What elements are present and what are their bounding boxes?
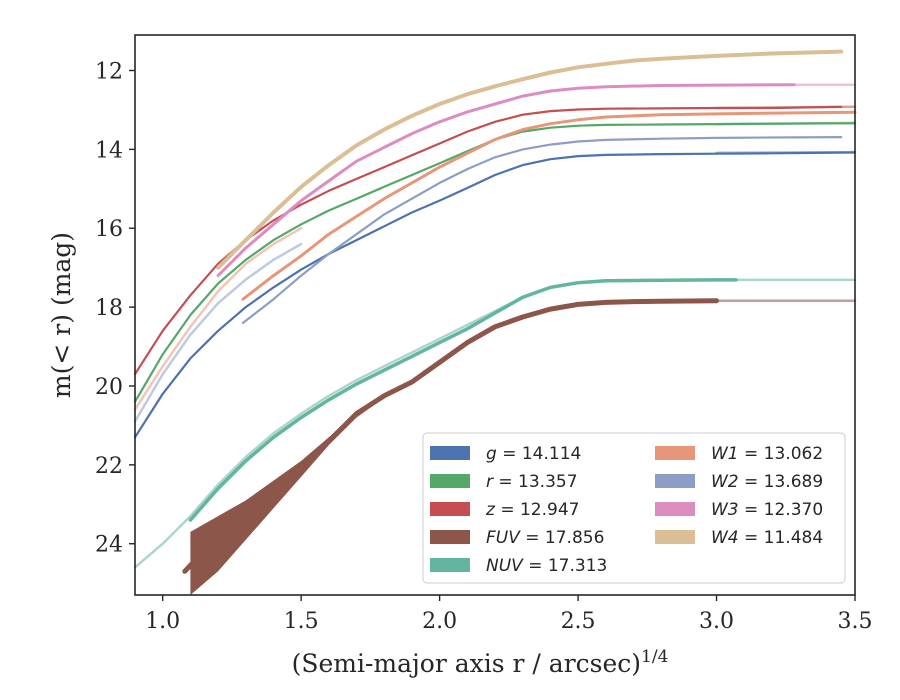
series-line-g bbox=[133, 151, 857, 439]
y-tick-label: 24 bbox=[95, 533, 123, 558]
y-axis-label: m(< r) (mag) bbox=[47, 232, 76, 398]
faint-line-w1 bbox=[133, 226, 303, 411]
legend-swatch-nuv bbox=[430, 558, 470, 572]
y-tick-label: 16 bbox=[95, 217, 123, 242]
band-fuv bbox=[190, 342, 468, 595]
legend-swatch-w2 bbox=[655, 474, 695, 488]
legend-swatch-w4 bbox=[655, 530, 695, 544]
series-line-r bbox=[133, 122, 857, 403]
legend-label-w3: W3 = 12.370 bbox=[711, 500, 823, 520]
x-tick-label: 1.5 bbox=[284, 609, 319, 634]
x-tick-label: 3.5 bbox=[838, 609, 873, 634]
legend-swatch-r bbox=[430, 474, 470, 488]
series-line-fuv bbox=[182, 298, 719, 574]
legend-swatch-w1 bbox=[655, 446, 695, 460]
legend-label-z: z = 12.947 bbox=[485, 500, 579, 520]
series-line-w4 bbox=[216, 49, 844, 270]
y-tick-label: 20 bbox=[95, 375, 123, 400]
legend-label-nuv: NUV = 17.313 bbox=[486, 556, 607, 576]
legend-swatch-z bbox=[430, 502, 470, 516]
y-tick-label: 12 bbox=[95, 59, 123, 84]
series-line-z bbox=[133, 105, 843, 376]
faint-line-w2 bbox=[133, 242, 303, 423]
legend-swatch-fuv bbox=[430, 530, 470, 544]
x-axis-label: (Semi-major axis r / arcsec)1/4 bbox=[292, 647, 669, 678]
x-tick-label: 2.5 bbox=[561, 609, 596, 634]
legend-swatch-w3 bbox=[655, 502, 695, 516]
series-lines bbox=[133, 49, 857, 574]
legend-label-g: g = 14.114 bbox=[486, 444, 581, 464]
series-line-w2 bbox=[241, 136, 843, 324]
series-line-w3 bbox=[216, 83, 796, 278]
y-tick-label: 18 bbox=[95, 296, 123, 321]
x-tick-label: 3.0 bbox=[699, 609, 734, 634]
series-line-w1 bbox=[241, 110, 857, 301]
legend-frame bbox=[422, 432, 846, 584]
x-tick-label: 2.0 bbox=[422, 609, 457, 634]
y-tick-label: 14 bbox=[95, 138, 123, 163]
legend-swatch-g bbox=[430, 446, 470, 460]
legend-label-r: r = 13.357 bbox=[486, 472, 578, 492]
plot-frame bbox=[134, 34, 856, 596]
y-tick-label: 22 bbox=[95, 454, 123, 479]
legend: g = 14.114 r = 13.357 z = 12.947 FUV = 17.8… bbox=[422, 432, 846, 584]
legend-label-w4: W4 = 11.484 bbox=[711, 528, 823, 548]
y-axis-ticks: 12 14 16 18 20 22 24 bbox=[95, 59, 135, 558]
legend-label-w1: W1 = 13.062 bbox=[711, 444, 823, 464]
x-axis-ticks: 1.0 1.5 2.0 2.5 3.0 3.5 bbox=[145, 595, 873, 634]
legend-label-w2: W2 = 13.689 bbox=[711, 472, 823, 492]
legend-label-fuv: FUV = 17.856 bbox=[486, 528, 604, 548]
series-line-nuv bbox=[188, 278, 738, 522]
uncertainty-bands bbox=[190, 342, 468, 595]
x-tick-label: 1.0 bbox=[145, 609, 180, 634]
